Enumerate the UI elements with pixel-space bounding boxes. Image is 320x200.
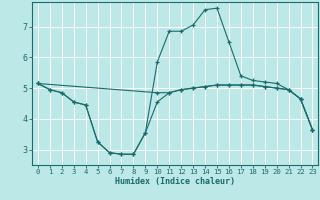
X-axis label: Humidex (Indice chaleur): Humidex (Indice chaleur) xyxy=(115,177,235,186)
